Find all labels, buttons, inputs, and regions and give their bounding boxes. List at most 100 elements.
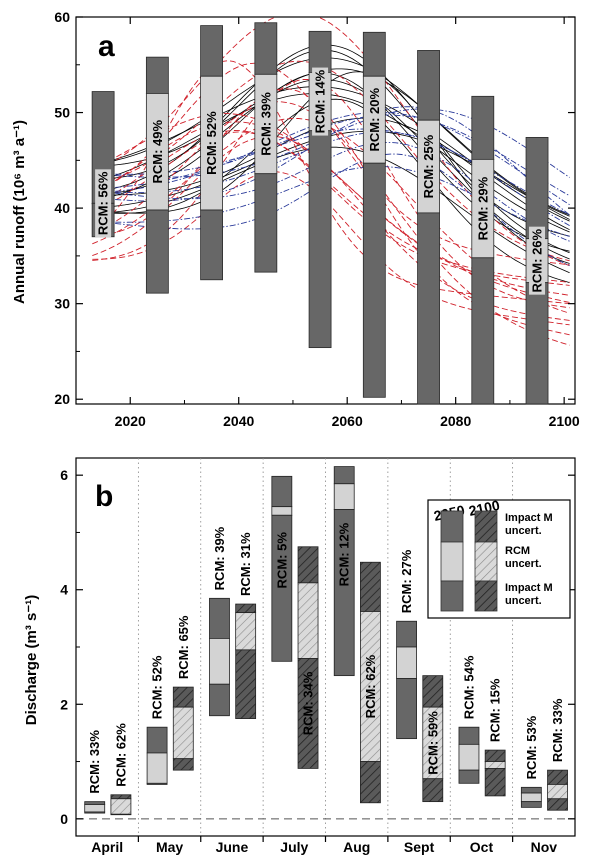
discharge-box-2100-1: RCM: 65% bbox=[172, 615, 194, 771]
runoff-box-6: RCM: 25% bbox=[417, 50, 440, 405]
y-tick-label: 50 bbox=[54, 105, 70, 121]
box-lower-segment bbox=[525, 282, 549, 405]
box-rcm-segment bbox=[271, 506, 293, 516]
x-tick-label: May bbox=[156, 839, 183, 855]
box-upper-segment bbox=[145, 56, 169, 94]
box-rcm-segment bbox=[396, 646, 417, 679]
y-tick-label: 6 bbox=[60, 467, 68, 483]
box-rcm-segment bbox=[458, 743, 480, 771]
box-upper-segment bbox=[254, 22, 278, 75]
x-tick-label: 2060 bbox=[332, 413, 363, 429]
box-lower-segment bbox=[333, 509, 355, 677]
box-label-bg bbox=[257, 90, 274, 159]
legend-row-label-cont: uncert. bbox=[505, 558, 542, 570]
y-tick-label: 20 bbox=[54, 391, 70, 407]
box-lower-segment bbox=[362, 162, 386, 398]
box-label-bg bbox=[366, 85, 383, 154]
x-tick-label: 2040 bbox=[223, 413, 254, 429]
box-label: RCM: 26% bbox=[530, 228, 545, 292]
box-upper-segment bbox=[172, 686, 194, 708]
panel-a: RCM: 56% RCM: 49% RCM: 52% RCM: 39% RCM: 14%… bbox=[11, 9, 580, 429]
box-lower-segment bbox=[172, 758, 194, 771]
runoff-box-1: RCM: 49% bbox=[145, 56, 169, 294]
box-lower-segment bbox=[471, 257, 495, 405]
box-label: RCM: 39% bbox=[212, 526, 227, 590]
box-label: RCM: 33% bbox=[87, 730, 102, 794]
panel-a-axes: 2020 2040 2060 2080 2100 20 30 40 50 60 bbox=[54, 9, 580, 429]
box-label: RCM: 56% bbox=[96, 171, 111, 235]
x-tick-label: Nov bbox=[531, 839, 558, 855]
discharge-box-2050-2: RCM: 39% bbox=[209, 526, 230, 717]
box-upper-segment bbox=[362, 31, 386, 77]
projection-curve-22 bbox=[92, 60, 570, 305]
discharge-box-2050-3: RCM: 5% bbox=[271, 475, 293, 662]
box-label: RCM: 25% bbox=[421, 134, 436, 198]
box-rcm-segment bbox=[110, 798, 132, 815]
box-rcm-segment bbox=[333, 483, 355, 510]
discharge-box-2100-5: RCM: 59% bbox=[422, 675, 444, 803]
box-rcm-segment bbox=[520, 792, 542, 803]
box-label: RCM: 31% bbox=[238, 532, 253, 596]
discharge-box-2100-2: RCM: 31% bbox=[235, 532, 257, 719]
box-lower-segment bbox=[84, 811, 106, 814]
y-tick-label: 2 bbox=[60, 696, 68, 712]
box-lower-segment bbox=[200, 209, 223, 281]
box-lower-segment bbox=[547, 798, 568, 811]
legend-row-label-cont: uncert. bbox=[505, 595, 542, 607]
discharge-box-2100-4: RCM: 62% bbox=[360, 561, 381, 804]
panel-b-axes: 0 2 4 6 April May June July Aug Sept Oct Nov bbox=[60, 467, 575, 855]
box-label: RCM: 34% bbox=[301, 671, 316, 735]
box-label: RCM: 62% bbox=[113, 723, 128, 787]
box-rcm-segment bbox=[297, 582, 319, 659]
legend-2050-rcm bbox=[440, 541, 464, 582]
box-lower-segment bbox=[145, 209, 169, 294]
box-label: RCM: 54% bbox=[461, 655, 476, 719]
legend-2050-lower bbox=[440, 580, 464, 612]
x-tick-label: April bbox=[91, 839, 123, 855]
runoff-box-4: RCM: 14% bbox=[308, 30, 332, 349]
box-upper-segment bbox=[458, 726, 480, 745]
legend-row-label: RCM bbox=[505, 545, 530, 557]
panel-b: RCM: 33% RCM: 52% RCM: 39% RCM: 5% RCM: 12% R… bbox=[23, 457, 576, 855]
box-lower-segment bbox=[254, 173, 278, 273]
box-upper-segment bbox=[547, 769, 568, 785]
y-tick-label: 40 bbox=[54, 200, 70, 216]
x-tick-label: 2080 bbox=[440, 413, 471, 429]
legend-row-label: Impact M bbox=[505, 512, 553, 524]
runoff-box-0: RCM: 56% bbox=[91, 91, 115, 238]
box-label: RCM: 59% bbox=[425, 711, 440, 775]
box-lower-segment bbox=[308, 130, 332, 349]
box-label: RCM: 15% bbox=[488, 678, 503, 742]
box-rcm-segment bbox=[146, 752, 168, 784]
box-label-bg bbox=[312, 67, 329, 136]
x-tick-label: July bbox=[280, 839, 308, 855]
box-rcm-segment bbox=[84, 804, 106, 813]
box-label: RCM: 5% bbox=[274, 532, 289, 589]
box-upper-segment bbox=[146, 726, 168, 754]
legend-2100-rcm bbox=[474, 541, 498, 582]
discharge-box-2050-7: RCM: 53% bbox=[520, 715, 542, 808]
box-label: RCM: 33% bbox=[550, 698, 565, 762]
box-lower-segment bbox=[422, 778, 444, 803]
box-label-bg bbox=[95, 169, 112, 238]
y-tick-label: 30 bbox=[54, 296, 70, 312]
box-label: RCM: 27% bbox=[399, 549, 414, 613]
legend-row-label: Impact M bbox=[505, 582, 553, 594]
panel-b-letter: b bbox=[95, 480, 113, 513]
box-lower-segment bbox=[417, 212, 440, 405]
box-upper-segment bbox=[271, 475, 293, 508]
box-label: RCM: 49% bbox=[150, 120, 165, 184]
panel-b-boxes: RCM: 33% RCM: 52% RCM: 39% RCM: 5% RCM: 12% R… bbox=[84, 466, 568, 816]
y-tick-label: 0 bbox=[60, 811, 68, 827]
box-upper-segment bbox=[209, 597, 230, 639]
box-upper-segment bbox=[84, 801, 106, 805]
box-label: RCM: 52% bbox=[204, 111, 219, 175]
legend-2050-upper bbox=[440, 510, 464, 543]
discharge-box-2100-7: RCM: 33% bbox=[547, 698, 568, 811]
box-lower-segment bbox=[520, 801, 542, 808]
box-rcm-segment bbox=[547, 784, 568, 800]
runoff-box-2: RCM: 52% bbox=[200, 25, 223, 281]
box-rcm-segment bbox=[172, 706, 194, 760]
box-label: RCM: 52% bbox=[150, 655, 165, 719]
